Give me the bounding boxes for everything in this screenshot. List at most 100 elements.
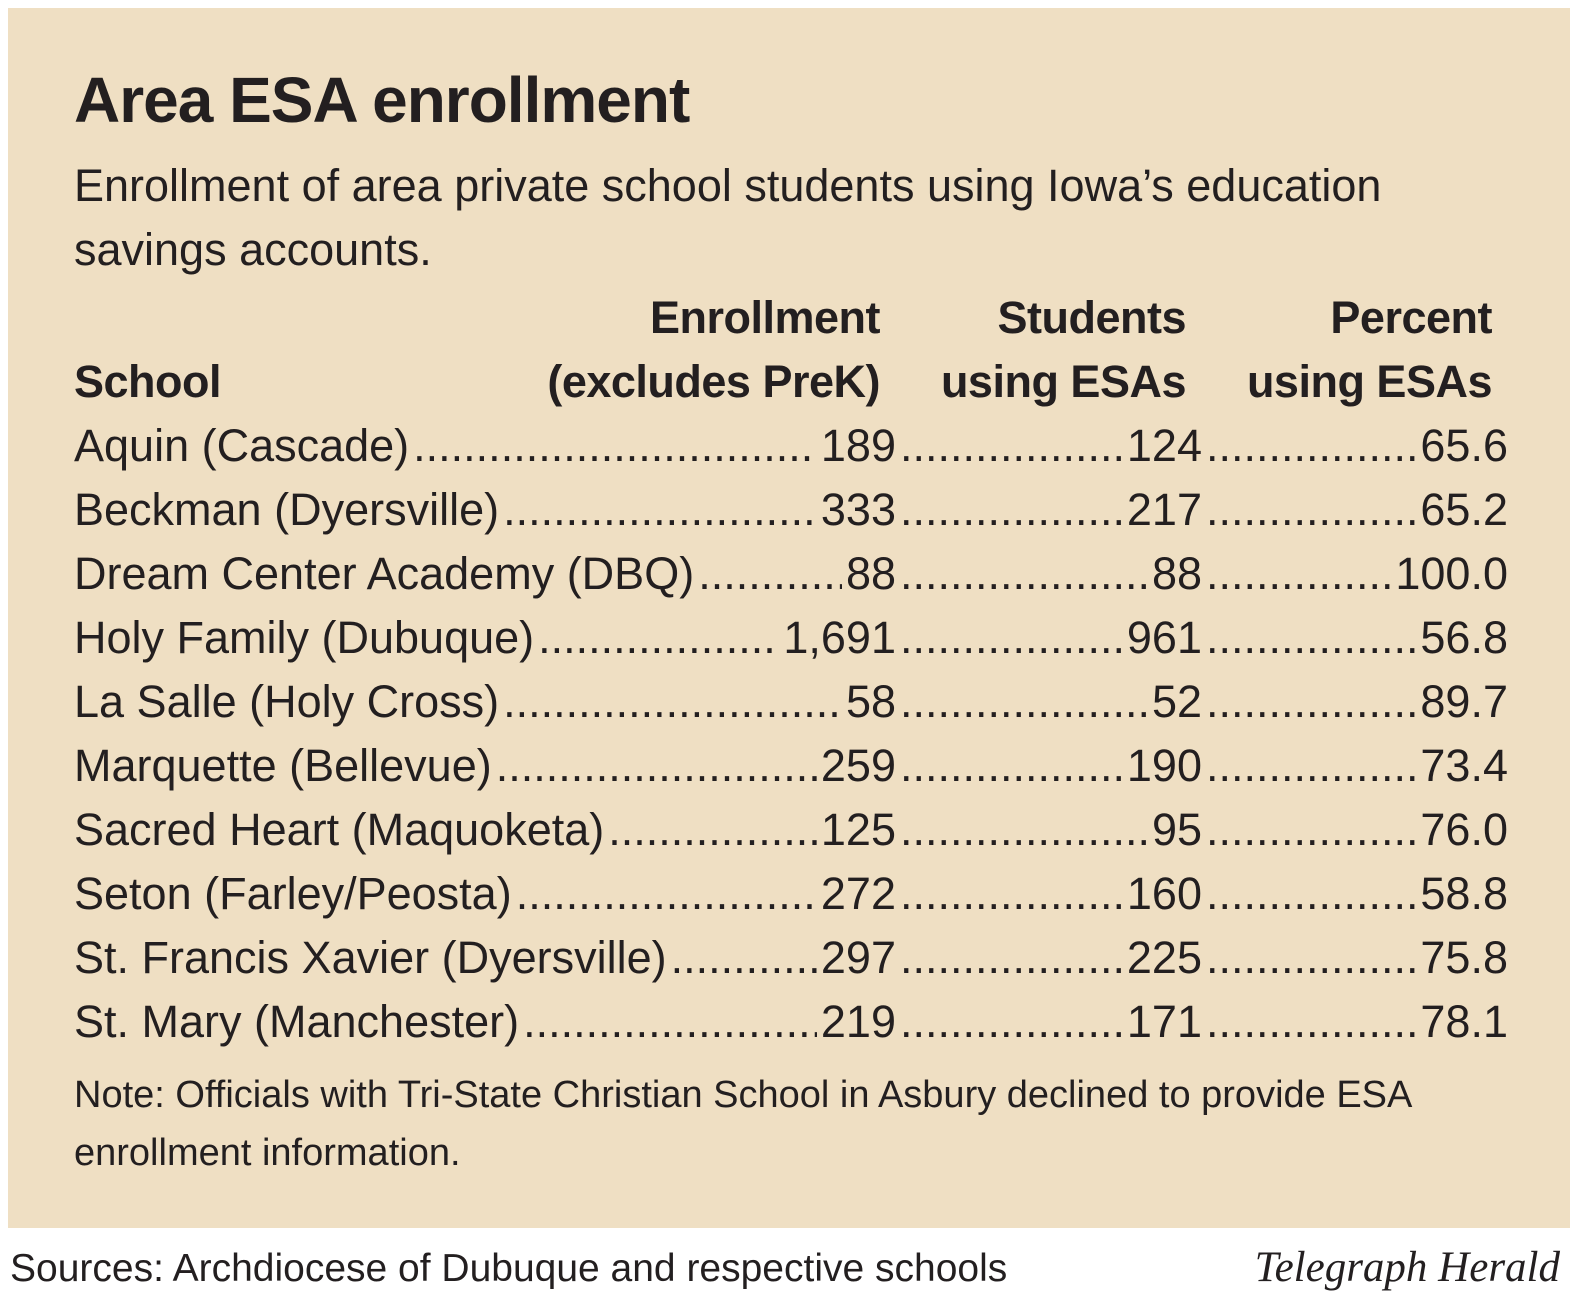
students-cell: 217	[896, 478, 1202, 542]
percent-cell: 89.7	[1202, 670, 1508, 734]
table-row: La Salle (Holy Cross) 58 52 89.7	[74, 670, 1508, 734]
column-header-students-line1: Students	[997, 292, 1186, 343]
dot-leader	[1206, 990, 1416, 1054]
dot-leader	[1206, 478, 1416, 542]
dot-leader	[538, 606, 779, 670]
column-header-students-line2: using ESAs	[940, 356, 1187, 407]
enrollment-cell: Aquin (Cascade) 189	[74, 414, 896, 478]
dot-leader	[1206, 542, 1391, 606]
enrollment-cell: Holy Family (Dubuque) 1,691	[74, 606, 896, 670]
column-header-enrollment: Enrollment (excludes PreK)	[547, 286, 880, 414]
students-cell: 190	[896, 734, 1202, 798]
table-row: Beckman (Dyersville) 333 217 65.2	[74, 478, 1508, 542]
school-name: St. Mary (Manchester)	[74, 996, 520, 1047]
enrollment-cell-value: 58	[845, 676, 896, 727]
dot-leader	[900, 542, 1148, 606]
percent-cell: 75.8	[1202, 926, 1508, 990]
enrollment-cell-value: 1,691	[783, 612, 896, 663]
dot-leader	[900, 990, 1123, 1054]
percent-cell-value: 76.0	[1420, 804, 1508, 855]
percent-cell-value: 78.1	[1420, 996, 1508, 1047]
dot-leader	[900, 734, 1123, 798]
students-cell-value: 225	[1126, 932, 1202, 983]
students-cell-value: 190	[1126, 740, 1202, 791]
students-cell: 171	[896, 990, 1202, 1054]
school-name: Beckman (Dyersville)	[74, 484, 500, 535]
enrollment-cell: La Salle (Holy Cross) 58	[74, 670, 896, 734]
school-name: Aquin (Cascade)	[74, 420, 410, 471]
dot-leader	[503, 478, 817, 542]
column-header-enrollment-line2: (excludes PreK)	[547, 356, 880, 407]
table-row: St. Mary (Manchester) 219 171 78.1	[74, 990, 1508, 1054]
column-header-students: Students using ESAs	[940, 286, 1187, 414]
percent-cell-value: 73.4	[1420, 740, 1508, 791]
percent-cell-value: 100.0	[1395, 548, 1508, 599]
school-name: Dream Center Academy (DBQ)	[74, 548, 695, 599]
dot-leader	[698, 542, 842, 606]
enrollment-cell: St. Francis Xavier (Dyersville) 297	[74, 926, 896, 990]
table-row: Seton (Farley/Peosta) 272 160 58.8	[74, 862, 1508, 926]
students-cell-value: 88	[1151, 548, 1202, 599]
enrollment-cell-value: 272	[820, 868, 896, 919]
students-cell: 52	[896, 670, 1202, 734]
students-cell: 225	[896, 926, 1202, 990]
graphic-panel: Area ESA enrollment Enrollment of area p…	[8, 8, 1570, 1228]
table-row: Aquin (Cascade) 189 124 65.6	[74, 414, 1508, 478]
students-cell-value: 95	[1151, 804, 1202, 855]
students-cell-value: 160	[1126, 868, 1202, 919]
dot-leader	[1206, 798, 1416, 862]
dot-leader	[523, 990, 817, 1054]
dot-leader	[503, 670, 842, 734]
dot-leader	[608, 798, 817, 862]
dot-leader	[900, 478, 1123, 542]
percent-cell-value: 65.2	[1420, 484, 1508, 535]
students-cell-value: 217	[1126, 484, 1202, 535]
percent-cell: 65.2	[1202, 478, 1508, 542]
school-name: Marquette (Bellevue)	[74, 740, 492, 791]
school-name: Holy Family (Dubuque)	[74, 612, 535, 663]
source-line: Sources: Archdiocese of Dubuque and resp…	[10, 1247, 1008, 1290]
percent-cell: 76.0	[1202, 798, 1508, 862]
students-cell: 95	[896, 798, 1202, 862]
students-cell-value: 171	[1126, 996, 1202, 1047]
enrollment-cell-value: 297	[820, 932, 896, 983]
dot-leader	[900, 670, 1148, 734]
dot-leader	[1206, 734, 1416, 798]
enrollment-cell: Marquette (Bellevue) 259	[74, 734, 896, 798]
dot-leader	[671, 926, 817, 990]
percent-cell: 73.4	[1202, 734, 1508, 798]
dot-leader	[900, 606, 1123, 670]
students-cell: 88	[896, 542, 1202, 606]
percent-cell: 78.1	[1202, 990, 1508, 1054]
enrollment-cell: Beckman (Dyersville) 333	[74, 478, 896, 542]
dot-leader	[900, 414, 1123, 478]
table-note: Note: Officials with Tri-State Christian…	[74, 1074, 1411, 1174]
percent-cell-value: 56.8	[1420, 612, 1508, 663]
table-row: St. Francis Xavier (Dyersville) 297 225 75.…	[74, 926, 1508, 990]
percent-cell: 100.0	[1202, 542, 1508, 606]
dot-leader	[1206, 606, 1416, 670]
enrollment-cell-value: 125	[820, 804, 896, 855]
enrollment-cell: Sacred Heart (Maquoketa) 125	[74, 798, 896, 862]
enrollment-cell-value: 88	[845, 548, 896, 599]
dot-leader	[413, 414, 817, 478]
column-header-school: School	[74, 356, 222, 407]
dot-leader	[496, 734, 817, 798]
enrollment-cell-value: 259	[820, 740, 896, 791]
dot-leader	[1206, 862, 1416, 926]
dot-leader	[1206, 670, 1416, 734]
column-header-enrollment-line1: Enrollment	[649, 292, 881, 343]
enrollment-cell: St. Mary (Manchester) 219	[74, 990, 896, 1054]
dot-leader	[1206, 926, 1416, 990]
enrollment-cell-value: 219	[820, 996, 896, 1047]
percent-cell: 56.8	[1202, 606, 1508, 670]
enrollment-cell-value: 189	[820, 420, 896, 471]
column-header-percent-line1: Percent	[1330, 292, 1492, 343]
table-row: Dream Center Academy (DBQ) 88 88 100.0	[74, 542, 1508, 606]
dot-leader	[900, 798, 1148, 862]
table-row: Sacred Heart (Maquoketa) 125 95 76.0	[74, 798, 1508, 862]
students-cell-value: 961	[1126, 612, 1202, 663]
enrollment-cell: Seton (Farley/Peosta) 272	[74, 862, 896, 926]
chart-title: Area ESA enrollment	[74, 64, 690, 136]
table-row: Marquette (Bellevue) 259 190 73.4	[74, 734, 1508, 798]
